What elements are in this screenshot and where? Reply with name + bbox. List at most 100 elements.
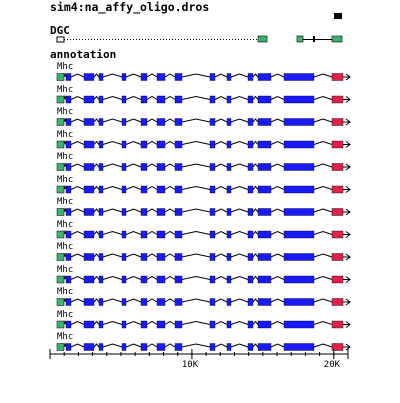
- intron-line: [270, 185, 285, 190]
- exon-block: [226, 163, 232, 171]
- intron-line: [181, 320, 211, 325]
- intron-line: [313, 253, 333, 258]
- exon-block: [121, 140, 127, 149]
- dgc-tick: [313, 36, 315, 42]
- intron-line: [214, 208, 228, 213]
- exon-block: [257, 95, 272, 104]
- utr-block: [56, 73, 65, 81]
- intron-line: [146, 140, 158, 145]
- strand-arrow: [345, 298, 351, 306]
- exon-block: [209, 320, 216, 329]
- transcript-label: Mhc: [57, 332, 74, 342]
- exon-block: [156, 140, 166, 149]
- intron-line: [102, 185, 123, 190]
- exon-block: [257, 253, 272, 261]
- exon-block: [226, 320, 232, 329]
- page-title: sim4:na_affy_oligo.dros: [50, 0, 210, 14]
- exon-block: [283, 298, 315, 306]
- exon-block: [65, 118, 72, 126]
- intron-line: [164, 140, 176, 145]
- intron-line: [181, 140, 211, 145]
- exon-block: [174, 185, 183, 194]
- exon-block: [226, 118, 232, 126]
- exon-block: [121, 95, 127, 104]
- exon-block: [257, 140, 272, 149]
- exon-block: [156, 253, 166, 261]
- intron-line: [125, 275, 142, 280]
- exon-block: [283, 275, 315, 284]
- utr-block: [56, 208, 65, 216]
- intron-line: [270, 140, 285, 145]
- intron-line: [146, 118, 158, 123]
- intron-line: [70, 95, 85, 100]
- transcript-label: Mhc: [57, 84, 74, 95]
- intron-line: [164, 253, 176, 258]
- exon-block: [247, 343, 254, 351]
- exon-block: [83, 140, 95, 149]
- strand-arrow: [345, 321, 351, 328]
- intron-line: [270, 208, 285, 213]
- exon-block: [247, 73, 254, 81]
- intron-line: [102, 298, 123, 303]
- intron-line: [270, 343, 285, 348]
- intron-line: [270, 275, 285, 280]
- intron-line: [102, 253, 123, 258]
- exon-block: [65, 163, 72, 171]
- exon-block: [247, 118, 254, 126]
- intron-line: [125, 140, 142, 145]
- exon-block: [83, 230, 95, 239]
- intron-line: [313, 95, 333, 100]
- exon-block: [331, 208, 344, 216]
- strand-arrow: [345, 208, 351, 216]
- dgc-box: [257, 35, 268, 43]
- exon-block: [226, 185, 232, 194]
- exon-block: [156, 73, 166, 81]
- intron-line: [70, 140, 85, 145]
- exon-block: [83, 320, 95, 329]
- intron-line: [313, 320, 333, 325]
- intron-line: [93, 208, 100, 213]
- intron-line: [230, 185, 249, 190]
- intron-line: [63, 72, 67, 78]
- intron-line: [252, 275, 259, 280]
- exon-block: [226, 275, 232, 284]
- exon-block: [174, 275, 183, 284]
- exon-block: [174, 140, 183, 149]
- dgc-box: [331, 35, 343, 43]
- exon-block: [156, 208, 166, 216]
- intron-line: [164, 163, 176, 168]
- intron-line: [313, 208, 333, 213]
- exon-block: [174, 208, 183, 216]
- strand-arrow: [345, 343, 351, 351]
- intron-line: [214, 253, 228, 258]
- exon-block: [247, 208, 254, 216]
- exon-block: [83, 185, 95, 194]
- intron-line: [313, 298, 333, 303]
- intron-line: [146, 253, 158, 258]
- intron-line: [93, 163, 100, 168]
- intron-line: [125, 73, 142, 78]
- intron-line: [181, 118, 211, 123]
- intron-line: [181, 95, 211, 100]
- intron-line: [164, 73, 176, 78]
- strand-arrow: [345, 276, 351, 283]
- exon-block: [247, 163, 254, 171]
- intron-line: [252, 253, 259, 258]
- intron-line: [181, 73, 211, 78]
- utr-block: [56, 343, 65, 351]
- transcript-label: Mhc: [57, 174, 74, 185]
- intron-line: [102, 320, 123, 325]
- intron-line: [214, 140, 228, 145]
- exon-block: [209, 298, 216, 306]
- intron-line: [181, 208, 211, 213]
- exon-block: [121, 208, 127, 216]
- exon-block: [65, 185, 72, 194]
- exon-block: [98, 298, 104, 306]
- intron-line: [63, 139, 67, 145]
- intron-line: [230, 163, 249, 168]
- intron-line: [214, 275, 228, 280]
- exon-block: [98, 185, 104, 194]
- exon-block: [174, 118, 183, 126]
- exon-block: [257, 163, 272, 171]
- exon-block: [156, 95, 166, 104]
